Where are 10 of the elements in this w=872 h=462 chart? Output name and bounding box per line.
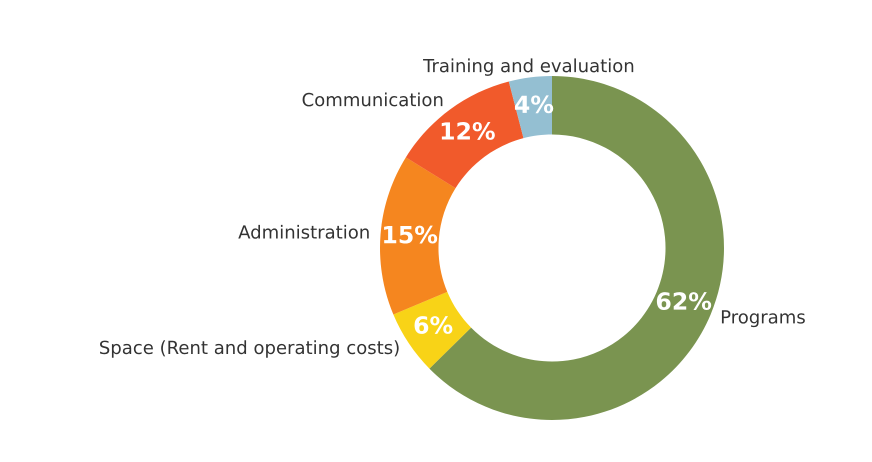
slice-label: Administration <box>238 224 369 239</box>
slice-label: Programs <box>722 310 805 328</box>
slice-label: Communication <box>302 92 442 106</box>
data-label: 62% <box>656 292 712 310</box>
slice-label: Training and evaluation <box>423 58 634 76</box>
data-label: 6% <box>414 316 452 334</box>
slice-label: Space (Rent and operating costs) <box>100 340 399 358</box>
data-label: 15% <box>384 226 438 244</box>
donut-slice <box>380 157 456 314</box>
data-label: 12% <box>442 122 495 140</box>
